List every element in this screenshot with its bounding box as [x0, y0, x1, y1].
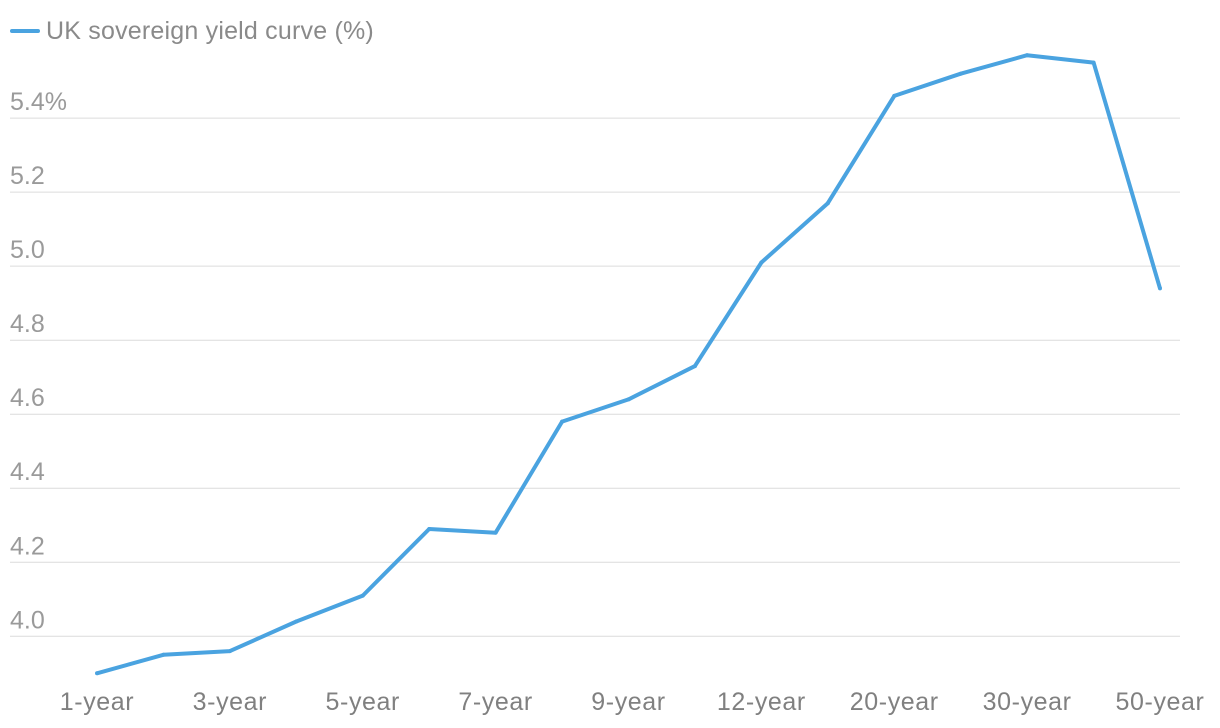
data-point: [892, 93, 897, 98]
data-point: [427, 526, 432, 531]
series-line: [96, 53, 1162, 676]
y-tick-label: 4.4: [10, 458, 45, 486]
x-tick-label: 3-year: [193, 688, 267, 716]
x-axis-ticks: 1-year 3-year 5-year 7-year 9-year 12-year 20-…: [60, 688, 1205, 716]
y-tick-label: 4.6: [10, 384, 45, 412]
data-point: [493, 530, 498, 535]
x-tick-label: 5-year: [326, 688, 400, 716]
x-tick-label: 30-year: [983, 688, 1072, 716]
data-point: [227, 649, 232, 654]
data-point: [1091, 60, 1096, 65]
x-tick-label: 50-year: [1116, 688, 1205, 716]
data-point: [825, 201, 830, 206]
y-tick-label: 5.2: [10, 162, 45, 190]
data-point: [1158, 286, 1162, 291]
data-point: [759, 260, 764, 265]
y-tick-label: 5.0: [10, 236, 45, 264]
grid-layer: [10, 117, 1180, 637]
data-point: [958, 71, 963, 76]
x-tick-label: 7-year: [458, 688, 532, 716]
legend: UK sovereign yield curve (%): [10, 14, 374, 48]
data-point: [1025, 53, 1030, 58]
x-tick-label: 20-year: [850, 688, 939, 716]
data-point: [626, 397, 631, 402]
y-axis-ticks: 4.0 4.2 4.4 4.6 4.8 5.0 5.2 5.4%: [10, 88, 67, 634]
y-tick-label: 4.2: [10, 532, 45, 560]
y-tick-label: 4.0: [10, 606, 45, 634]
y-tick-label: 5.4%: [10, 88, 67, 116]
legend-swatch: [10, 29, 40, 33]
data-point: [294, 619, 299, 624]
series-layer: [95, 53, 1162, 676]
x-tick-label: 9-year: [591, 688, 665, 716]
data-point: [161, 652, 166, 657]
data-point: [560, 419, 565, 424]
data-point: [95, 671, 99, 676]
y-tick-label: 4.8: [10, 310, 45, 338]
x-tick-label: 12-year: [717, 688, 806, 716]
legend-label: UK sovereign yield curve (%): [46, 16, 374, 45]
x-tick-label: 1-year: [60, 688, 134, 716]
data-point: [692, 364, 697, 369]
data-point: [360, 593, 365, 598]
